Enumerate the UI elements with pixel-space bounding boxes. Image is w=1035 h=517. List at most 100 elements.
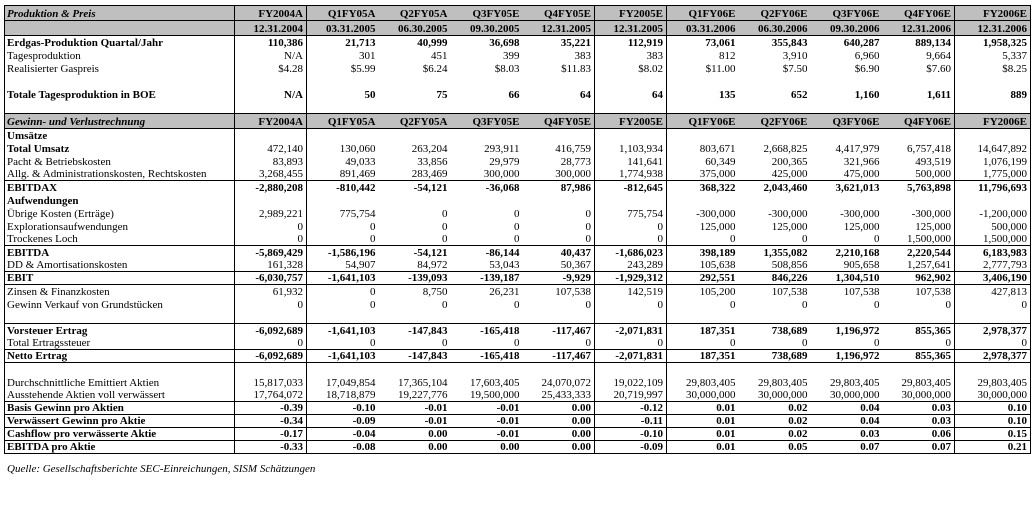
cell-value: 500,000 [915,168,951,180]
cell-value: -1,641,103 [306,323,379,337]
cell-value: 2,210,168 [810,245,883,259]
cell-value: 84,972 [417,259,448,271]
cell-value: 0 [954,336,1031,350]
cell-value: 0 [442,207,448,220]
table-row: Cashflow pro verwässerte Aktie -0.17 -0.04… [4,427,1031,441]
cell-value: N/A [234,48,307,62]
row-label: Allg. & Administrationskosten, Rechtskos… [7,168,207,180]
cell-value: 383 [574,49,592,62]
cell-value: 0.10 [954,401,1031,415]
cell-value [667,129,739,142]
row-label: Gewinn Verkauf von Grundstücken [7,298,163,311]
cell-value: -0.10 [594,427,667,441]
cell-value [739,129,811,142]
cell-value: -0.09 [594,440,667,454]
column-date: 09.30.2005 [450,20,523,36]
cell-value [523,129,595,142]
cell-value: -86,144 [450,245,523,259]
table-row: Umsätze [5,128,1031,142]
cell-value: -300,000 [768,207,808,220]
cell-value: 0.06 [882,427,955,441]
cell-value [451,194,523,207]
row-label: Explorationsaufwendungen [7,220,128,233]
row-label: EBITDAX [4,180,235,194]
cell-value: 0.00 [522,414,595,428]
cell-value: 1,076,199 [954,154,1031,168]
cell-value: 301 [359,49,376,62]
cell-value: 8,750 [422,285,448,298]
spacer-cell [523,101,595,114]
spacer-cell [451,101,523,114]
cell-value [451,129,523,142]
column-header: FY2006E [954,113,1031,129]
cell-value: 368,322 [666,180,739,194]
cell-value: 61,932 [234,284,307,298]
spacer-cell [811,101,883,114]
cell-value: 1,775,000 [954,167,1031,181]
cell-value: 200,365 [771,155,808,168]
cell-value: 1,257,641 [907,259,951,271]
cell-value: 64 [580,88,591,101]
cell-value: 0.03 [810,427,883,441]
spacer-cell [667,363,739,376]
cell-value: -1,686,023 [594,245,667,259]
column-date: 12.31.2004 [234,20,307,36]
cell-value: 29,803,405 [686,376,736,389]
table-row: Netto Ertrag -6,092,689 -1,641,103 -147,843… [4,349,1031,363]
cell-value: 1,355,082 [738,245,811,259]
cell-value: 0.21 [954,440,1031,454]
cell-value: -2,071,831 [594,349,667,363]
cell-value: 812 [719,49,736,62]
cell-value: 75 [436,88,448,101]
cell-value [739,194,811,207]
column-date: 03.31.2006 [666,20,739,36]
spacer-cell [234,100,307,114]
cell-value: 0 [370,298,376,311]
row-label: Zinsen & Finanzkosten [7,285,110,298]
cell-value: 2,989,221 [234,206,307,220]
spacer-cell [594,74,667,88]
row-label: Tagesproduktion [7,49,81,62]
column-header: Q1FY05A [306,113,379,129]
cell-value: 135 [719,88,736,101]
table-row: Aufwendungen [5,193,1031,207]
cell-value: 0 [594,232,667,246]
cell-value: 125,000 [771,220,808,233]
cell-value: 0 [442,233,448,245]
cell-value: 9,664 [926,49,951,62]
column-header: Q4FY06E [882,113,955,129]
table-row: EBITDAX -2,880,208 -810,442 -54,121 -36,068 8… [4,180,1031,194]
cell-value: 107,538 [915,285,951,298]
cell-value: 0 [730,337,736,349]
cell-value: -139,187 [450,271,523,285]
cell-value: 475,000 [843,168,880,180]
cell-value: 0.15 [954,427,1031,441]
cell-value: 0 [594,219,667,233]
cell-value: 53,043 [489,259,520,271]
cell-value [594,193,667,207]
source-note: Quelle: Gesellschaftsberichte SEC-Einrei… [7,463,316,475]
column-header: Q2FY06E [738,5,811,21]
cell-value: -0.01 [450,427,523,441]
cell-value: 425,000 [771,168,808,180]
spacer-cell [307,75,379,88]
cell-value: 130,060 [339,142,376,155]
cell-value: 0.04 [810,414,883,428]
cell-value: -147,843 [378,349,451,363]
cell-value: 500,000 [954,219,1031,233]
spacer-cell [739,101,811,114]
cell-value: 0.02 [738,401,811,415]
column-header: Q4FY05E [522,113,595,129]
table-row: Totale Tagesproduktion in BOE N/A 50 75 66 64… [5,87,1031,101]
cell-value: 49,033 [345,155,376,168]
column-date: 12.31.2006 [954,20,1031,36]
spacer-cell [451,363,523,376]
row-label: Erdgas-Produktion Quartal/Jahr [7,36,163,49]
spacer-cell [4,20,235,36]
cell-value: 29,803,405 [758,376,808,389]
cell-value: 2,777,793 [954,258,1031,272]
cell-value: 0.05 [738,440,811,454]
table-row: Explorationsaufwendungen 0 0 0 0 0 0 125,000 125… [5,219,1031,233]
cell-value: -300,000 [696,207,736,220]
column-header: FY2005E [594,113,667,129]
